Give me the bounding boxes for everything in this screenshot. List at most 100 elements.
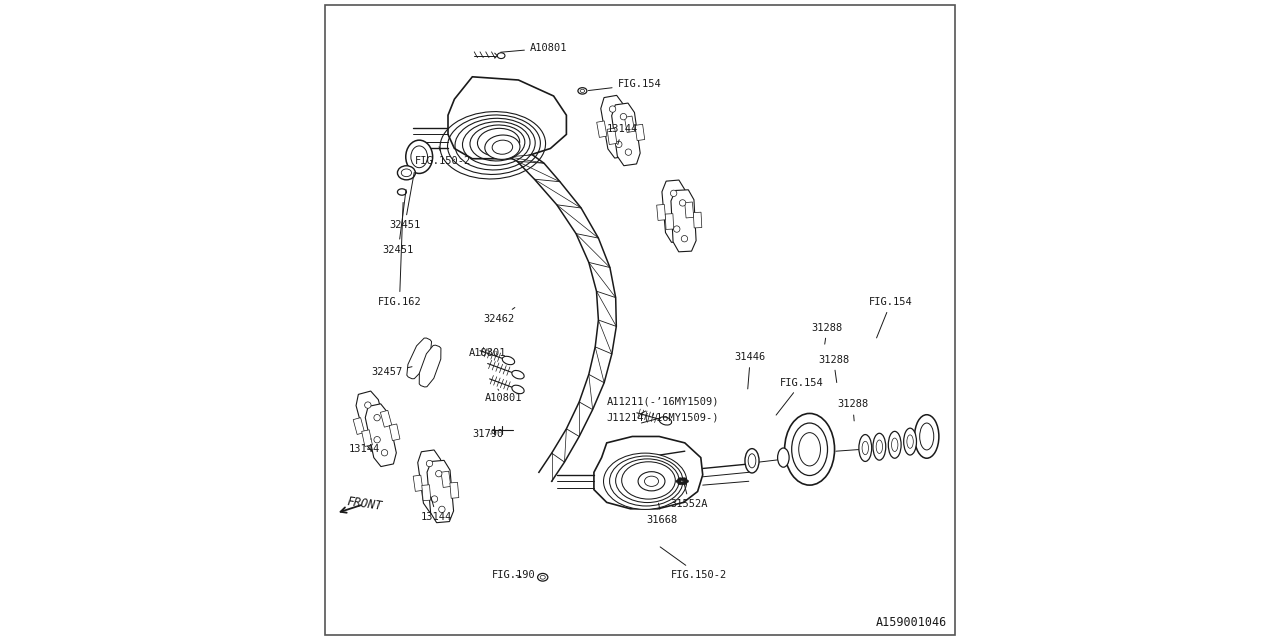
Text: 32451: 32451 <box>389 172 420 230</box>
Ellipse shape <box>859 435 872 461</box>
Text: FIG.190: FIG.190 <box>492 570 535 580</box>
Ellipse shape <box>920 423 934 450</box>
Polygon shape <box>417 450 447 513</box>
Polygon shape <box>666 214 673 229</box>
Polygon shape <box>428 460 453 523</box>
Ellipse shape <box>915 415 940 458</box>
Polygon shape <box>671 190 696 252</box>
Ellipse shape <box>745 449 759 473</box>
Polygon shape <box>362 430 372 447</box>
Ellipse shape <box>616 459 680 502</box>
Polygon shape <box>600 95 631 158</box>
Polygon shape <box>422 484 431 500</box>
Text: FIG.154: FIG.154 <box>776 378 823 415</box>
Polygon shape <box>662 180 689 243</box>
Ellipse shape <box>435 470 442 477</box>
Ellipse shape <box>402 169 412 177</box>
Text: FIG.154: FIG.154 <box>589 79 662 90</box>
Ellipse shape <box>680 200 686 206</box>
Ellipse shape <box>791 423 828 476</box>
Text: FIG.162: FIG.162 <box>378 202 421 307</box>
Text: 31288: 31288 <box>837 399 868 421</box>
Polygon shape <box>657 204 666 220</box>
Ellipse shape <box>676 480 681 483</box>
Ellipse shape <box>904 428 916 455</box>
Ellipse shape <box>748 454 755 468</box>
Ellipse shape <box>799 433 820 466</box>
Text: A10801: A10801 <box>500 43 567 53</box>
Ellipse shape <box>609 456 684 506</box>
Ellipse shape <box>778 448 788 467</box>
Ellipse shape <box>621 113 627 120</box>
Ellipse shape <box>540 575 545 579</box>
Text: 13144: 13144 <box>348 439 380 454</box>
Polygon shape <box>353 418 365 435</box>
Ellipse shape <box>673 226 680 232</box>
Ellipse shape <box>439 506 445 513</box>
Ellipse shape <box>493 140 512 154</box>
Polygon shape <box>420 345 440 387</box>
Text: 31288: 31288 <box>812 323 842 344</box>
Text: FIG.154: FIG.154 <box>869 297 913 338</box>
Ellipse shape <box>873 433 886 460</box>
Ellipse shape <box>580 89 585 92</box>
Ellipse shape <box>374 436 380 443</box>
Text: 13144: 13144 <box>607 124 637 145</box>
Ellipse shape <box>659 417 672 425</box>
Text: A11211(-’16MY1509): A11211(-’16MY1509) <box>607 397 719 413</box>
Polygon shape <box>449 483 458 499</box>
Polygon shape <box>442 471 451 488</box>
Ellipse shape <box>485 135 520 159</box>
Ellipse shape <box>637 472 666 491</box>
Ellipse shape <box>498 52 504 58</box>
Text: A159001046: A159001046 <box>876 616 947 628</box>
Text: 32451: 32451 <box>383 189 413 255</box>
Polygon shape <box>389 424 399 440</box>
Polygon shape <box>685 202 694 218</box>
Ellipse shape <box>431 496 438 502</box>
Polygon shape <box>607 128 617 145</box>
Ellipse shape <box>622 462 676 499</box>
Text: 31446: 31446 <box>735 352 765 389</box>
Text: FIG.150-2: FIG.150-2 <box>660 547 727 580</box>
Ellipse shape <box>682 477 687 481</box>
Ellipse shape <box>671 190 677 196</box>
Text: 32462: 32462 <box>484 307 515 324</box>
Ellipse shape <box>538 573 548 581</box>
Polygon shape <box>596 121 607 138</box>
Ellipse shape <box>397 189 407 195</box>
Ellipse shape <box>579 88 586 94</box>
Polygon shape <box>594 436 703 509</box>
Text: 31668: 31668 <box>646 503 677 525</box>
Text: A10801: A10801 <box>468 348 506 358</box>
Ellipse shape <box>397 166 415 180</box>
Text: A10801: A10801 <box>485 389 522 403</box>
Polygon shape <box>365 404 397 467</box>
Text: FIG.150-2: FIG.150-2 <box>415 147 471 166</box>
Text: 32457: 32457 <box>371 367 412 378</box>
Ellipse shape <box>512 385 524 394</box>
Ellipse shape <box>876 440 883 454</box>
Polygon shape <box>407 338 431 379</box>
Ellipse shape <box>906 435 914 448</box>
Ellipse shape <box>684 480 689 483</box>
Text: 13144: 13144 <box>421 497 452 522</box>
Polygon shape <box>380 410 392 427</box>
Polygon shape <box>625 116 635 132</box>
Text: 31288: 31288 <box>818 355 849 383</box>
Ellipse shape <box>502 356 515 365</box>
Ellipse shape <box>381 449 388 456</box>
Ellipse shape <box>609 106 616 112</box>
Ellipse shape <box>863 442 869 454</box>
Polygon shape <box>448 77 566 159</box>
Ellipse shape <box>645 476 658 486</box>
Ellipse shape <box>411 146 428 168</box>
Ellipse shape <box>625 149 631 156</box>
Text: 31552A: 31552A <box>671 484 708 509</box>
Ellipse shape <box>678 477 684 481</box>
Ellipse shape <box>374 415 380 421</box>
Polygon shape <box>635 124 645 141</box>
Ellipse shape <box>512 371 524 379</box>
Ellipse shape <box>785 413 835 485</box>
Ellipse shape <box>682 482 687 485</box>
